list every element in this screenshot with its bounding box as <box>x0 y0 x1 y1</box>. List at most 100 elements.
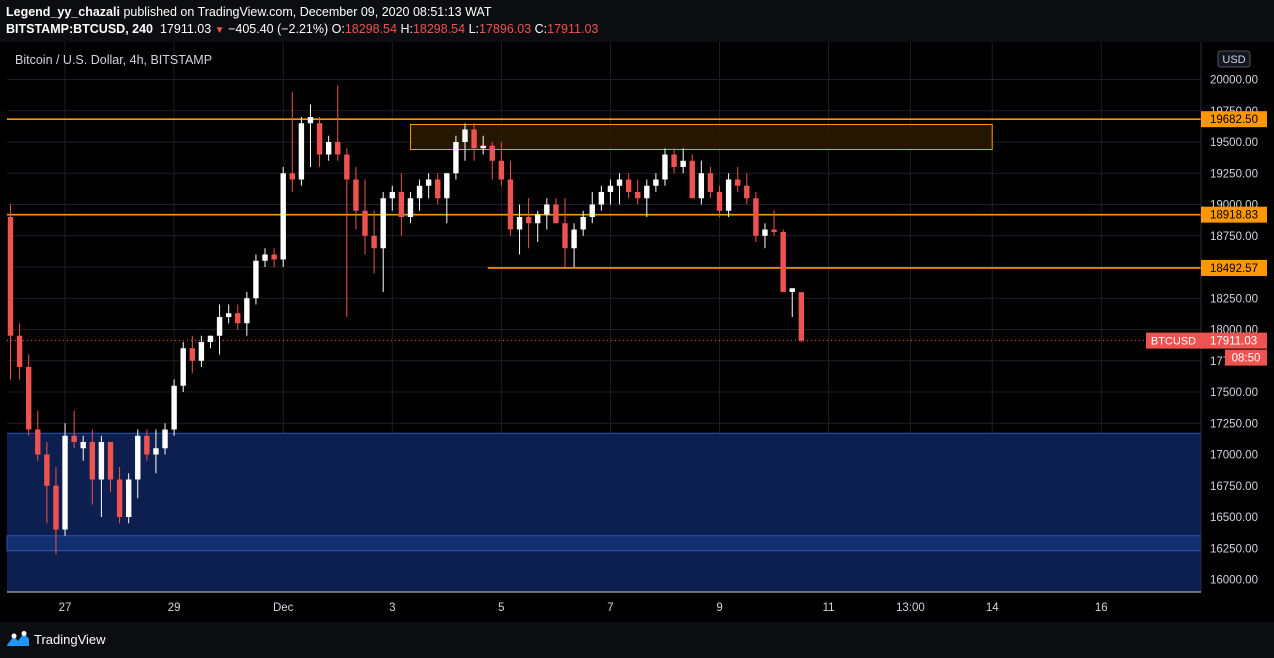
candle-body <box>416 185 423 199</box>
tradingview-logo-icon[interactable] <box>6 630 30 648</box>
chart-header: Legend_yy_chazali published on TradingVi… <box>0 0 1274 42</box>
candle-body <box>144 435 150 455</box>
footer: TradingView <box>0 622 1274 658</box>
time-axis[interactable]: 27 29 Dec 3 5 7 9 11 13:00 14 16 <box>7 591 1201 614</box>
candle-body <box>507 179 514 230</box>
publish-info: Legend_yy_chazali published on TradingVi… <box>6 5 491 19</box>
candle-body <box>707 173 714 192</box>
candle-body <box>680 160 686 167</box>
candle-body <box>353 179 359 211</box>
price-tick-label: 18750.00 <box>1210 231 1258 243</box>
candle-body <box>589 204 595 217</box>
candle-body <box>253 260 259 299</box>
candle-body <box>107 442 114 480</box>
candle-body <box>762 229 768 236</box>
price-tick-label: 17000.00 <box>1210 450 1258 462</box>
price-tick-label: 16750.00 <box>1210 481 1258 493</box>
author-name[interactable]: Legend_yy_chazali <box>6 5 120 19</box>
candle-body <box>389 192 395 199</box>
candle-body <box>398 192 405 217</box>
price-tick-label: 16250.00 <box>1210 543 1258 555</box>
candle-body <box>435 179 441 199</box>
last-price-tag <box>1201 332 1267 349</box>
candle-body <box>307 117 314 124</box>
time-tick-label: 16 <box>1095 602 1108 614</box>
time-tick-label: 29 <box>168 602 181 614</box>
demand-zone <box>7 433 1201 592</box>
candle-body <box>407 198 414 217</box>
level-lines <box>7 118 1201 342</box>
candle-body <box>380 198 386 249</box>
candle-body <box>798 292 805 341</box>
last-price-label: 17911.03 <box>1210 336 1257 348</box>
candle-body <box>716 192 723 211</box>
candle-body <box>162 429 168 449</box>
level-price-tag <box>1201 259 1267 276</box>
candle-body <box>225 313 232 317</box>
price-chart[interactable]: 16000.00 16250.00 16500.00 16750.00 17000.00… <box>0 42 1274 622</box>
price-axis-bg <box>1201 42 1274 622</box>
candle-body <box>153 448 159 455</box>
change-text: −405.40 (−2.21%) <box>228 22 329 36</box>
currency-button[interactable]: USD <box>1217 50 1251 68</box>
candle-body <box>607 185 614 192</box>
candle-body <box>171 385 177 430</box>
candle-body <box>80 442 86 449</box>
level-price-tag <box>1201 111 1267 128</box>
open-label: O: <box>331 22 345 36</box>
candle-body <box>525 217 532 224</box>
time-tick-label: 11 <box>823 602 835 614</box>
candle-body <box>71 435 77 442</box>
symbol-tag <box>1146 332 1201 349</box>
candle-body <box>289 173 295 180</box>
candle-body <box>562 223 568 249</box>
candle-body <box>53 485 59 530</box>
time-tick-label: 5 <box>498 602 504 614</box>
candle-body <box>98 442 105 480</box>
candle-body <box>780 232 786 292</box>
countdown-tag <box>1225 349 1267 366</box>
price-tick-label: 19250.00 <box>1210 168 1258 180</box>
candle-body <box>635 192 641 199</box>
candle-body <box>625 179 632 192</box>
candle-body <box>298 123 305 180</box>
level-price-label: 18918.83 <box>1210 210 1258 222</box>
candle-body <box>771 229 777 232</box>
candle-body <box>16 335 23 367</box>
candle-body <box>344 154 350 180</box>
time-tick-label: 3 <box>389 602 395 614</box>
zones <box>6 124 1202 592</box>
time-tick-label: 14 <box>986 602 999 614</box>
candle-body <box>662 154 668 180</box>
candle-body <box>316 123 323 155</box>
supply-zone <box>409 124 993 150</box>
price-labels: 19682.50 18918.83 18492.57 BTCUSD 17911.03 08… <box>1146 111 1267 366</box>
tradingview-brand[interactable]: TradingView <box>34 632 106 647</box>
high-label: H: <box>400 22 413 36</box>
symbol-label: BITSTAMP:BTCUSD, 240 <box>6 22 154 36</box>
candle-body <box>580 217 586 230</box>
candle-body <box>280 173 286 260</box>
candle-body <box>62 435 68 530</box>
candle-body <box>498 160 505 180</box>
candle-body <box>653 179 659 186</box>
demand-zone-inner-band <box>6 535 1202 552</box>
candle-body <box>207 335 214 342</box>
candle-body <box>471 129 477 149</box>
price-tick-label: 20000.00 <box>1210 75 1258 87</box>
ohlc-line: BITSTAMP:BTCUSD, 240 17911.03 ▼ −405.40 … <box>6 22 598 36</box>
price-axis[interactable]: 16000.00 16250.00 16500.00 16750.00 17000.00… <box>1200 42 1274 622</box>
candle-body <box>725 179 732 211</box>
open-value: 18298.54 <box>344 22 397 36</box>
candle-body <box>444 173 450 199</box>
candle-body <box>689 160 695 199</box>
price-tick-label: 17250.00 <box>1210 418 1258 430</box>
candle-body <box>553 204 559 224</box>
publish-text: published on TradingView.com, December 0… <box>123 5 492 19</box>
candle-body <box>425 179 432 186</box>
candle-body <box>744 185 750 199</box>
candle-body <box>335 142 341 155</box>
candle-body <box>616 179 623 186</box>
candle-body <box>753 198 759 236</box>
candle-body <box>489 145 495 161</box>
